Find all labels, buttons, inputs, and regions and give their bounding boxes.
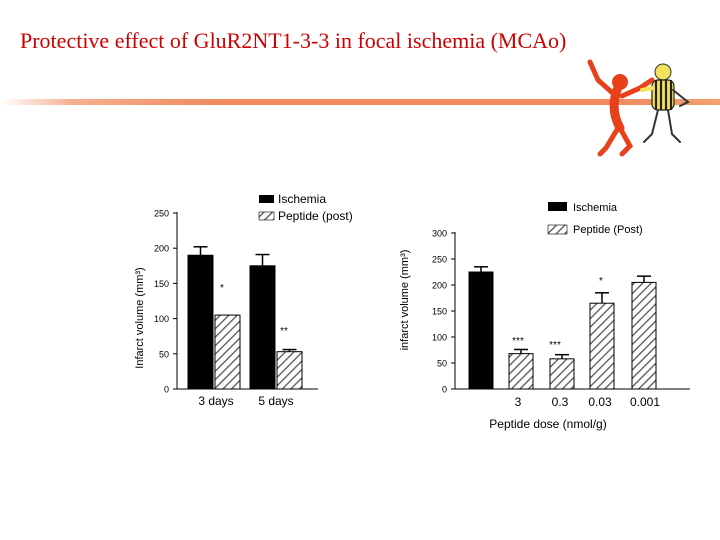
chart1-y-tick-label: 0	[164, 385, 169, 395]
chart2-y-tick-label: 300	[432, 229, 447, 239]
cartoon-figures-icon	[587, 59, 690, 157]
chart1-legend-swatch-peptide	[258, 211, 275, 221]
chart1-legend-label-ischemia: Ischemia	[278, 192, 326, 206]
chart1-y-tick-label: 100	[154, 314, 169, 324]
chart1-significance-label: *	[220, 283, 224, 294]
chart2-x-tick-label: 0.3	[552, 395, 569, 409]
chart2-bar	[508, 353, 534, 390]
chart1-y-tick-label: 250	[154, 209, 169, 219]
chart1-legend-label-peptide: Peptide (post)	[278, 209, 353, 223]
chart2-legend-swatch-ischemia	[548, 202, 567, 211]
slide-title: Protective effect of GluR2NT1-3-3 in foc…	[20, 28, 567, 53]
chart1-significance-label: **	[280, 326, 288, 337]
chart2-y-tick-label: 150	[432, 307, 447, 317]
chart2-y-tick-label: 200	[432, 281, 447, 291]
chart2-legend: Ischemia Peptide (Post)	[547, 202, 643, 236]
chart1-x-tick-label: 5 days	[258, 394, 293, 408]
chart2-bar	[631, 281, 657, 390]
chart1-y-axis-label: Infarct volume (mm³)	[134, 267, 146, 368]
chart2-significance-label: *	[599, 276, 603, 287]
chart2-x-tick-label: 0.001	[630, 395, 660, 409]
chart1-bar	[187, 254, 214, 390]
chart2-y-tick-label: 100	[432, 333, 447, 343]
chart2-bar	[468, 271, 494, 390]
chart1-y-tick-label: 150	[154, 279, 169, 289]
chart2-y-tick-label: 0	[442, 385, 447, 395]
chart2-legend-label-ischemia: Ischemia	[573, 202, 618, 214]
chart2-y-tick-label: 250	[432, 255, 447, 265]
chart2-legend-label-peptide: Peptide (Post)	[573, 224, 643, 236]
chart1-legend: Ischemia Peptide (post)	[258, 192, 353, 223]
chart2-significance-label: ***	[512, 336, 524, 347]
chart2-bar	[549, 358, 575, 390]
chart1-legend-swatch-ischemia	[259, 195, 274, 203]
chart1-bar	[276, 351, 303, 390]
chart2-bar	[589, 302, 615, 390]
chart1-y-tick-label: 200	[154, 244, 169, 254]
chart2-y-tick-label: 50	[437, 359, 447, 369]
chart1-bar	[249, 265, 276, 390]
chart2-x-axis-label: Peptide dose (nmol/g)	[489, 417, 606, 431]
chart1-bar	[214, 314, 241, 390]
chart2-y-axis-label: infarct volume (mm³)	[399, 250, 411, 351]
chart2-legend-swatch-peptide	[547, 224, 568, 235]
chart1-x-tick-label: 3 days	[198, 394, 233, 408]
chart2-x-tick-label: 3	[515, 395, 522, 409]
chart2-x-tick-label: 0.03	[588, 395, 612, 409]
chart2-significance-label: ***	[549, 340, 561, 351]
chart1-y-tick-label: 50	[159, 349, 169, 359]
title-underline	[0, 99, 720, 105]
